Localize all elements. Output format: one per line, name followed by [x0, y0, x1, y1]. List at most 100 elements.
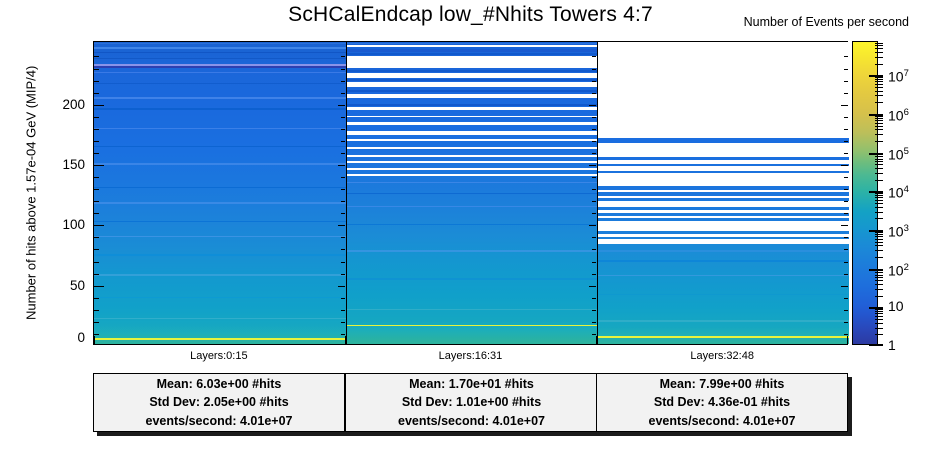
rate-stripe — [597, 293, 849, 296]
colorbar-minor-tick — [875, 172, 883, 174]
rate-stripe — [94, 318, 346, 320]
rate-stripe — [597, 198, 849, 202]
rate-stripe — [345, 104, 598, 106]
colorbar-major-tick — [869, 113, 883, 116]
y-axis-mirror-tick — [592, 128, 597, 130]
y-axis-mirror-tick — [340, 297, 345, 299]
colorbar-gradient — [852, 41, 883, 346]
colorbar-minor-tick — [875, 56, 883, 58]
exponent: 7 — [903, 68, 909, 80]
rate-stripe — [345, 107, 598, 111]
rate-stripe — [345, 161, 598, 164]
page-title: ScHCalEndcap low_#Nhits Towers 4:7 — [288, 3, 653, 26]
colorbar-minor-tick — [875, 334, 883, 336]
rate-stripe — [94, 296, 346, 298]
x-axis-tick — [847, 336, 848, 345]
colorbar-tick-label: 107 — [888, 68, 909, 85]
y-axis-mirror-tick — [592, 297, 597, 299]
colorbar-minor-tick — [875, 193, 883, 195]
colorbar-minor-tick — [875, 161, 883, 163]
colorbar-minor-tick — [875, 156, 883, 158]
rate-stripe — [94, 274, 346, 277]
x-axis-tick — [344, 336, 347, 345]
y-axis-mirror-tick — [592, 309, 597, 311]
y-axis-tick — [94, 225, 104, 227]
colorbar-minor-tick — [875, 233, 883, 235]
y-axis-tick — [94, 213, 99, 215]
colorbar-minor-tick — [875, 158, 883, 160]
rate-stripe — [94, 186, 346, 188]
colorbar-tick-label: 10 — [888, 298, 904, 315]
rate-stripe — [345, 52, 598, 56]
y-axis-tick — [94, 333, 99, 335]
colorbar-minor-tick — [875, 238, 883, 240]
colorbar-minor-tick — [875, 257, 883, 258]
y-axis-mirror-tick — [340, 116, 345, 118]
x-bin-label: Layers:32:48 — [690, 350, 754, 362]
colorbar-minor-tick — [875, 83, 883, 85]
y-axis-mirror-tick — [841, 165, 848, 167]
rate-stripe — [345, 42, 598, 45]
colorbar-title: Number of Events per second — [743, 15, 909, 29]
peak-rate-line — [345, 324, 598, 327]
colorbar-minor-tick — [875, 42, 883, 44]
colorbar-major-tick — [869, 229, 883, 232]
colorbar-minor-tick — [875, 288, 883, 290]
colorbar-minor-tick — [875, 195, 883, 197]
y-axis-mirror-tick — [844, 237, 848, 239]
y-axis-tick — [94, 189, 99, 191]
rate-stripe — [345, 139, 598, 141]
y-axis-mirror-tick — [340, 189, 345, 191]
y-axis-mirror-tick — [844, 116, 848, 118]
exponent: 2 — [903, 261, 909, 273]
y-axis-mirror-tick — [340, 92, 345, 94]
y-axis-mirror-tick — [844, 68, 848, 70]
rate-stripe — [597, 250, 849, 252]
y-axis-mirror-tick — [844, 80, 848, 82]
rate-stripe — [597, 206, 849, 211]
colorbar-minor-tick — [875, 311, 883, 313]
heatmap-panel-0 — [94, 42, 346, 344]
stat-box-0: Mean: 6.03e+00 #hits Std Dev: 2.05e+00 #h… — [93, 373, 345, 432]
colorbar-minor-tick — [875, 250, 883, 252]
y-axis-mirror-tick — [592, 237, 597, 239]
y-axis-mirror-tick — [592, 116, 597, 118]
stat-box-1: Mean: 1.70e+01 #hits Std Dev: 1.01e+00 #h… — [345, 373, 598, 432]
y-axis-mirror-tick — [589, 285, 597, 287]
y-axis-mirror-tick — [589, 344, 597, 345]
y-tick-label: 150 — [62, 157, 85, 173]
colorbar-minor-tick — [875, 90, 883, 92]
y-axis-mirror-tick — [844, 201, 848, 203]
rate-stripe — [94, 108, 346, 110]
colorbar-minor-tick — [875, 270, 883, 272]
y-axis-mirror-tick — [841, 104, 848, 106]
colorbar-major-tick — [869, 344, 883, 346]
colorbar-minor-tick — [875, 309, 883, 311]
y-axis-mirror-tick — [340, 128, 345, 130]
colorbar-tick-label: 106 — [888, 106, 909, 124]
rate-stripe — [597, 185, 849, 190]
y-axis-mirror-tick — [844, 213, 848, 215]
stat-line: Mean: 6.03e+00 #hits — [156, 376, 282, 391]
y-axis-mirror-tick — [592, 213, 597, 215]
y-axis-mirror-tick — [340, 68, 345, 70]
colorbar-minor-tick — [875, 164, 883, 166]
y-axis-mirror-tick — [340, 237, 345, 239]
x-bin-label: Layers:16:31 — [438, 350, 503, 362]
rate-stripe — [94, 145, 346, 147]
y-axis-mirror-tick — [844, 273, 848, 275]
y-axis-tick — [94, 152, 99, 154]
colorbar-minor-tick — [875, 280, 883, 282]
y-axis-mirror-tick — [592, 152, 597, 154]
rate-stripe — [345, 146, 598, 150]
y-axis-tick — [94, 249, 99, 251]
colorbar-minor-tick — [875, 202, 883, 204]
y-axis-tick — [94, 80, 99, 82]
y-axis-mirror-tick — [844, 128, 848, 130]
y-axis-mirror-tick — [340, 80, 345, 82]
y-axis-mirror-tick — [340, 261, 345, 263]
colorbar-minor-tick — [875, 154, 883, 156]
y-axis-tick — [94, 273, 99, 275]
rate-stripe — [597, 170, 849, 173]
